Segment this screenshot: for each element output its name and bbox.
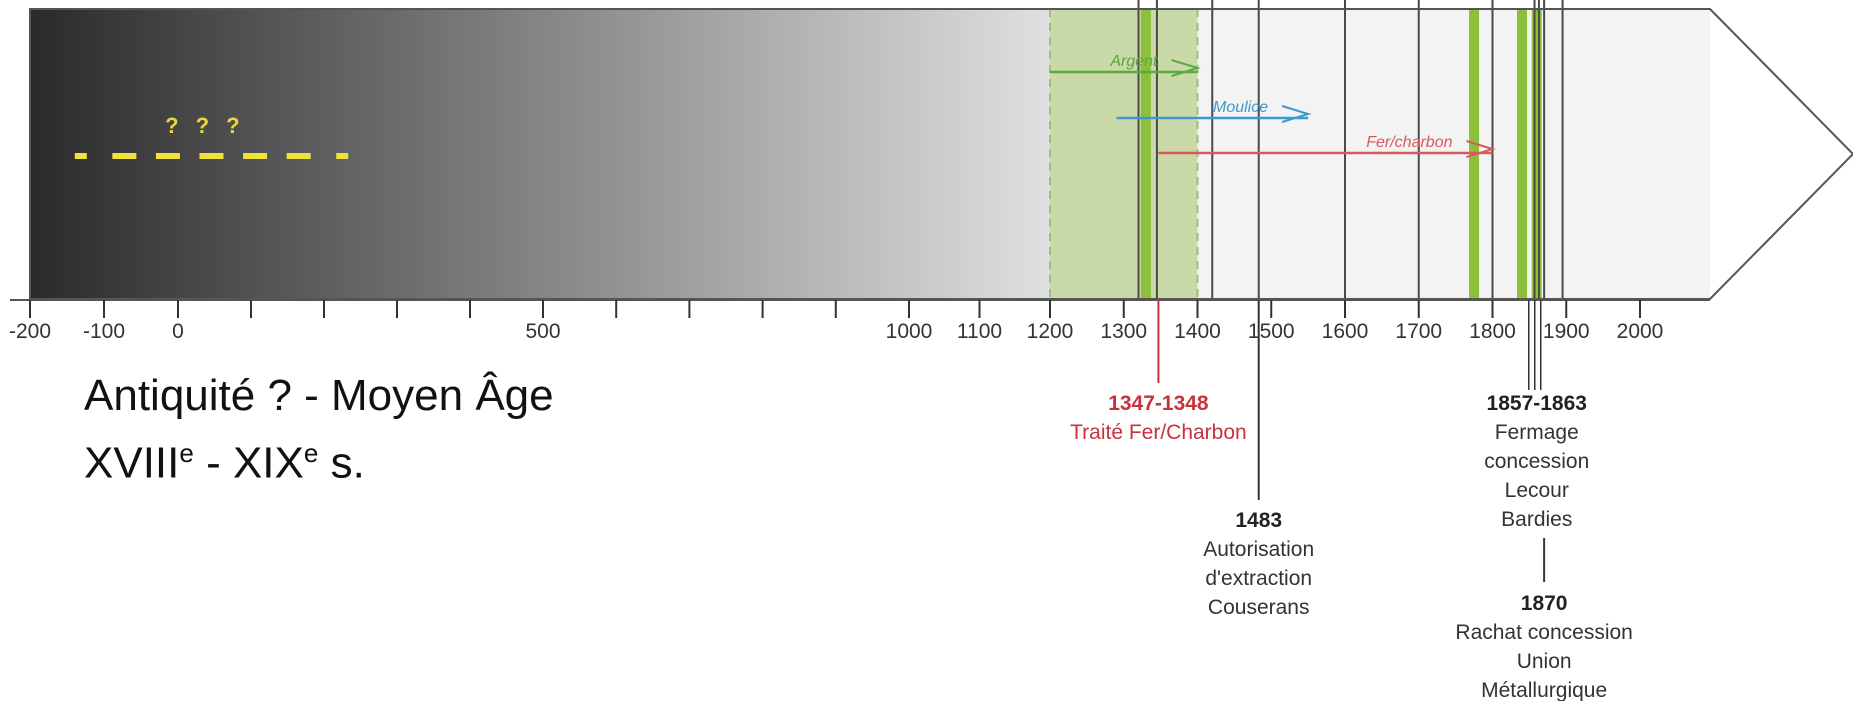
arrow-label: Argent [1109, 53, 1158, 70]
tick-label: -200 [9, 320, 51, 343]
tick-label: 2000 [1617, 320, 1664, 343]
tick-label: -100 [83, 320, 125, 343]
event-description: Couserans [1208, 596, 1310, 619]
question-mark: ? [165, 113, 178, 138]
event-description: Rachat concession [1455, 621, 1632, 644]
event-date: 1870 [1521, 592, 1568, 615]
event-annotation: 1483 Autorisation d'extraction Couserans [1203, 300, 1314, 619]
tick-label: 1400 [1174, 320, 1221, 343]
tick-label: 1900 [1543, 320, 1590, 343]
event-description: Lecour [1505, 479, 1569, 502]
tick-label: 500 [525, 320, 560, 343]
event-description: Union [1517, 650, 1572, 673]
green-bar [1140, 9, 1151, 299]
tick-label: 1500 [1248, 320, 1295, 343]
uncertain-dash [336, 153, 349, 159]
tick-label: 0 [172, 320, 184, 343]
uncertain-dash [286, 153, 311, 159]
caption-separator: - XIX [193, 438, 304, 488]
event-annotation: 1347-1348 Traité Fer/Charbon [1070, 300, 1247, 444]
event-date: 1347-1348 [1108, 392, 1209, 415]
tick-label: 1300 [1100, 320, 1147, 343]
event-description: Métallurgique [1481, 679, 1607, 701]
event-annotation: 1857-1863 Fermage concession Lecour Bardies [1484, 300, 1589, 531]
uncertain-dash [243, 153, 268, 159]
resource-arrow: Argent [1050, 53, 1201, 77]
uncertain-dash [199, 153, 224, 159]
period-caption-line2: XVIIIe - XIXe s. [84, 438, 365, 489]
event-description: Autorisation [1203, 538, 1314, 561]
gradient-band [30, 9, 1118, 299]
arrow-flag [1171, 59, 1201, 77]
resource-arrow: Fer/charbon [1158, 134, 1496, 158]
question-mark: ? [226, 113, 239, 138]
period-caption-line1: Antiquité ? - Moyen Âge [84, 371, 554, 420]
event-description: d'extraction [1205, 567, 1312, 590]
event-description: Bardies [1501, 508, 1572, 531]
event-lines [1137, 0, 1564, 299]
tick-label: 1800 [1469, 320, 1516, 343]
arrow-flag [1281, 105, 1312, 123]
uncertain-dash [155, 153, 180, 159]
uncertain-dash [112, 153, 137, 159]
tick-label: 1600 [1322, 320, 1369, 343]
arrow-outline [10, 8, 1853, 301]
event-date: 1857-1863 [1487, 392, 1587, 415]
resource-arrows: Argent Moulice Fer/charbon [1050, 53, 1496, 158]
timeline-outline [29, 8, 1853, 300]
caption-sup-2: e [303, 438, 319, 468]
arrow-label: Fer/charbon [1366, 134, 1452, 151]
axis-ticks: -200 -100 0 500 1000 1100 1200 1300 1400 1500 1600… [9, 300, 1663, 343]
uncertain-period: ??? [74, 113, 349, 159]
tick-label: 1100 [957, 320, 1002, 343]
event-annotation: 1870 Rachat concession Union Métallurgique [1455, 538, 1633, 701]
event-date: 1483 [1235, 509, 1282, 532]
tick-label: 1000 [886, 320, 933, 343]
tick-label: 1200 [1027, 320, 1074, 343]
tick-label: 1700 [1395, 320, 1442, 343]
event-description: Fermage [1495, 421, 1579, 444]
caption-century-start: XVIII [84, 438, 180, 488]
caption-sup-1: e [179, 438, 194, 468]
caption-suffix: s. [318, 438, 365, 488]
event-description: Traité Fer/Charbon [1070, 421, 1247, 444]
resource-arrow: Moulice [1116, 99, 1312, 123]
green-bar [1517, 9, 1527, 299]
event-annotations: 1347-1348 Traité Fer/Charbon 1483 Autorisat… [1070, 300, 1633, 701]
event-description: concession [1484, 450, 1589, 473]
arrow-flag [1466, 140, 1496, 158]
uncertain-dash [74, 153, 87, 159]
green-bar [1531, 9, 1542, 299]
arrow-label: Moulice [1213, 99, 1268, 116]
question-mark: ? [196, 113, 209, 138]
